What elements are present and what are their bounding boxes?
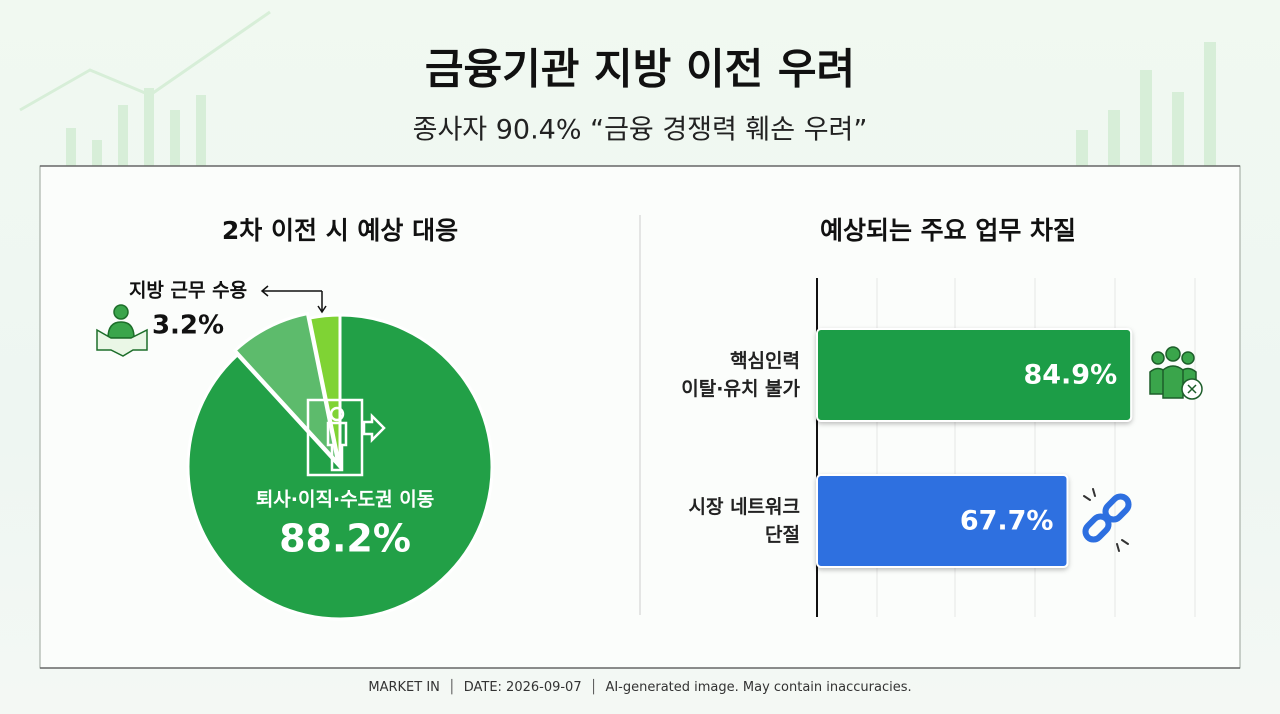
footer-date: DATE: 2026-09-07 [463, 680, 582, 695]
pie [186, 311, 494, 621]
link-icon [1082, 488, 1132, 552]
callout-arrow [260, 285, 327, 314]
pie-slice [232, 311, 341, 468]
background-decoration [19, 10, 1216, 166]
bar [816, 328, 1133, 422]
bar-value-label: 84.9% [1023, 360, 1117, 391]
subtitle: 종사자 90.4% “금융 경쟁력 훼손 우려” [413, 115, 868, 146]
slice-value-label: 3.2% [152, 311, 224, 341]
footer: MARKET IN │ DATE: 2026-09-07 │ AI-generated … [368, 680, 912, 695]
footer-note: AI-generated image. May contain inaccura… [605, 680, 912, 695]
handshake-icon [96, 304, 148, 357]
pie-slice [307, 313, 342, 468]
bar-category-label: 시장 네트워크 단절 [688, 496, 801, 546]
bar-value-label: 67.7% [960, 506, 1054, 537]
pie-title: 2차 이전 시 예상 대응 [222, 216, 458, 245]
exit-icon [306, 398, 386, 477]
slice-value-label: 88.2% [279, 517, 411, 561]
bar-category-label: 핵심인력 이탈·유치 불가 [681, 350, 800, 400]
slice-label: 지방 근무 수용 [129, 280, 247, 302]
footer-source: MARKET IN [368, 680, 440, 695]
bar [816, 474, 1069, 568]
people-icon [1149, 346, 1203, 400]
bar-title: 예상되는 주요 업무 차질 [820, 216, 1076, 245]
slice-label: 퇴사·이직·수도권 이동 [256, 489, 434, 511]
main-title: 금융기관 지방 이전 우려 [425, 45, 855, 94]
